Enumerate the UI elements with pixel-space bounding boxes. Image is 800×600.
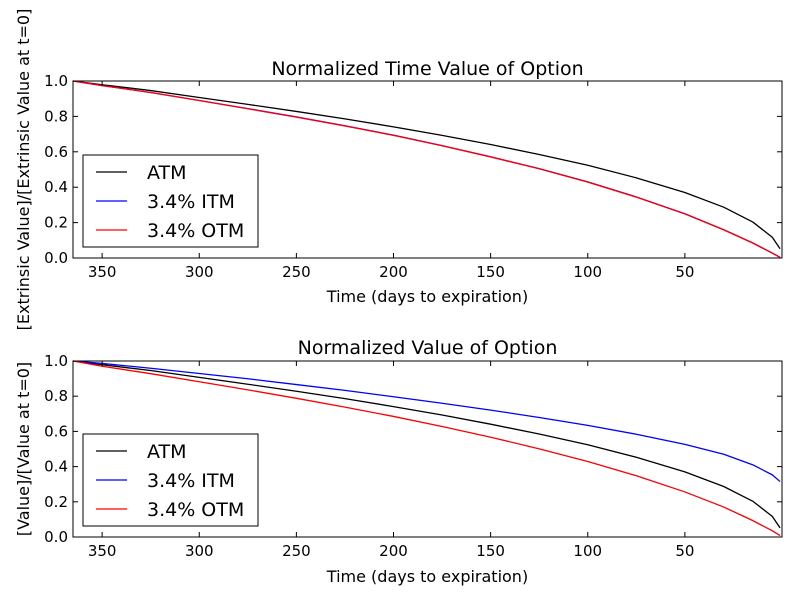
x-tick-label: 350 <box>88 542 117 560</box>
legend: ATM 3.4% ITM 3.4% OTM <box>82 433 259 527</box>
y-tick-label: 0.4 <box>44 458 68 476</box>
y-tick-label: 0.2 <box>44 214 68 232</box>
series-line-3-4-otm <box>72 80 781 259</box>
series-line-3-4-itm <box>72 360 781 483</box>
plot-frame <box>72 80 783 259</box>
series-line-3-4-otm <box>72 360 781 537</box>
x-axis-label: Time (days to expiration) <box>326 567 528 586</box>
y-tick-label: 0.2 <box>44 493 68 511</box>
y-tick-label: 0.6 <box>44 422 68 440</box>
x-tick-label: 300 <box>185 542 214 560</box>
x-tick-label: 250 <box>282 263 311 281</box>
x-tick-label: 150 <box>476 263 505 281</box>
series-line-atm <box>72 360 781 529</box>
legend-label: 3.4% OTM <box>147 220 244 242</box>
x-tick-label: 100 <box>573 542 602 560</box>
legend: ATM 3.4% ITM 3.4% OTM <box>82 154 259 248</box>
x-tick-label: 350 <box>88 263 117 281</box>
subplot-1: 350 300 250 200 150 100 50 0.0 0.2 0.4 0.6 0.8 1.0 No… <box>14 9 783 331</box>
y-tick-label: 0.8 <box>44 107 68 125</box>
legend-label: 3.4% OTM <box>147 499 244 521</box>
y-tick-label: 0.8 <box>44 387 68 405</box>
y-tick-label: 0.4 <box>44 178 68 196</box>
x-tick-label: 200 <box>379 263 408 281</box>
x-tick-label: 300 <box>185 263 214 281</box>
y-tick-label: 1.0 <box>44 352 68 370</box>
legend-label: 3.4% ITM <box>147 191 235 213</box>
plot-frame <box>72 360 783 538</box>
series-line-atm <box>72 80 781 250</box>
y-tick-label: 1.0 <box>44 72 68 90</box>
y-tick-label: 0.6 <box>44 143 68 161</box>
legend-label: 3.4% ITM <box>147 470 235 492</box>
subplot-2: 350 300 250 200 150 100 50 0.0 0.2 0.4 0.6 0.8 1.0 No… <box>14 337 783 586</box>
legend-label: ATM <box>147 441 187 463</box>
x-tick-label: 50 <box>675 263 694 281</box>
x-tick-label: 150 <box>476 542 505 560</box>
x-tick-label: 200 <box>379 542 408 560</box>
x-tick-label: 100 <box>573 263 602 281</box>
y-tick-label: 0.0 <box>44 528 68 546</box>
x-tick-label: 50 <box>675 542 694 560</box>
y-axis-label: [Extrinsic Value]/[Extrinsic Value at t=… <box>14 9 33 331</box>
legend-label: ATM <box>147 162 187 184</box>
chart-title: Normalized Value of Option <box>298 337 558 359</box>
chart-title: Normalized Time Value of Option <box>271 58 583 80</box>
y-tick-label: 0.0 <box>44 249 68 267</box>
x-axis-label: Time (days to expiration) <box>326 287 528 306</box>
x-tick-label: 250 <box>282 542 311 560</box>
y-axis-label: [Value]/[Value at t=0] <box>14 362 33 536</box>
